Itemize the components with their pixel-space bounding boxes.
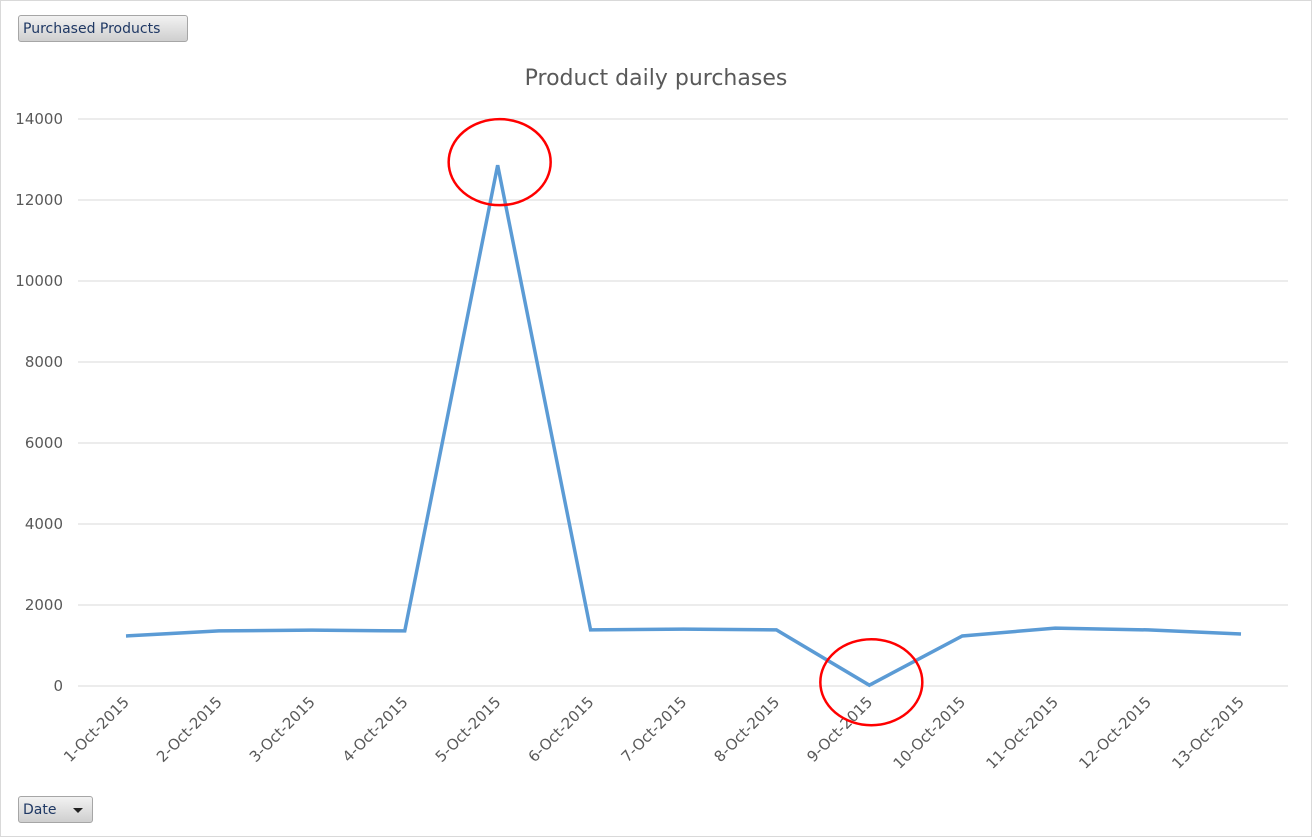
y-tick-label: 2000 — [25, 596, 63, 614]
y-tick-label: 4000 — [25, 515, 63, 533]
purchased-products-field-button[interactable]: Purchased Products — [18, 15, 188, 42]
date-field-button[interactable]: Date — [18, 796, 93, 823]
x-tick-label: 2-Oct-2015 — [153, 693, 226, 766]
y-tick-label: 12000 — [15, 191, 63, 209]
x-tick-label: 5-Oct-2015 — [432, 693, 505, 766]
y-tick-label: 6000 — [25, 434, 63, 452]
dropdown-arrow-icon[interactable] — [73, 808, 83, 813]
x-tick-label: 9-Oct-2015 — [803, 693, 876, 766]
x-tick-label: 11-Oct-2015 — [982, 693, 1062, 773]
x-tick-label: 3-Oct-2015 — [246, 693, 319, 766]
x-tick-label: 12-Oct-2015 — [1075, 693, 1155, 773]
x-tick-label: 10-Oct-2015 — [890, 693, 970, 773]
annotation-circle-peak — [447, 117, 552, 207]
y-tick-label: 14000 — [15, 110, 63, 128]
x-tick-label: 1-Oct-2015 — [60, 693, 133, 766]
y-tick-label: 0 — [53, 677, 63, 695]
x-tick-label: 8-Oct-2015 — [710, 693, 783, 766]
y-tick-label: 8000 — [25, 353, 63, 371]
y-tick-label: 10000 — [15, 272, 63, 290]
date-field-label: Date — [23, 802, 57, 818]
chart-title: Product daily purchases — [525, 66, 788, 91]
x-tick-label: 7-Oct-2015 — [618, 693, 691, 766]
series-line — [125, 164, 1242, 688]
annotation-circle-dip — [819, 637, 924, 727]
x-tick-label: 13-Oct-2015 — [1168, 693, 1248, 773]
x-tick-label: 6-Oct-2015 — [525, 693, 598, 766]
x-tick-label: 4-Oct-2015 — [339, 693, 412, 766]
